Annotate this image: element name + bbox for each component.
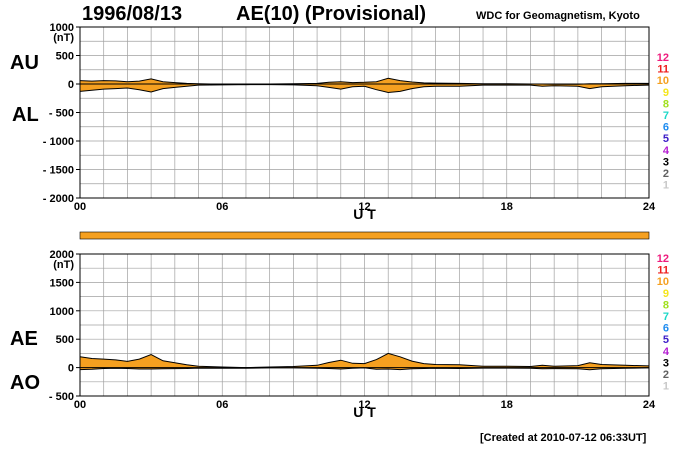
y-unit-label: (nT) xyxy=(53,259,74,271)
station-count-label: 9 xyxy=(663,87,669,99)
station-count-label: 6 xyxy=(663,323,669,335)
station-count-label: 10 xyxy=(657,75,669,87)
x-axis-title: U T xyxy=(353,206,376,222)
station-count-label: 11 xyxy=(657,265,669,277)
x-tick-label: 24 xyxy=(643,201,656,213)
x-tick-label: 12 xyxy=(358,201,370,213)
y-tick-label: 1500 xyxy=(50,277,74,289)
ae-label: AE xyxy=(10,328,38,350)
x-tick-label: 00 xyxy=(74,201,86,213)
station-count-label: 3 xyxy=(663,357,669,369)
station-count-label: 6 xyxy=(663,122,669,134)
station-count-label: 8 xyxy=(663,98,669,110)
series-line-ao xyxy=(79,367,650,371)
data-source: WDC for Geomagnetism, Kyoto xyxy=(476,10,640,22)
area-fill xyxy=(80,353,649,370)
y-tick-label: - 1000 xyxy=(43,136,74,148)
y-tick-label: 0 xyxy=(68,79,74,91)
station-count-label: 5 xyxy=(663,133,669,145)
plot-frame xyxy=(79,253,650,397)
y-tick-label: 500 xyxy=(56,334,74,346)
station-count-label: 7 xyxy=(663,110,669,122)
station-count-label: 1 xyxy=(663,381,669,393)
y-tick-label: - 1500 xyxy=(43,165,74,177)
station-count-label: 4 xyxy=(663,145,670,157)
y-unit-label: (nT) xyxy=(53,32,74,44)
x-axis-title: U T xyxy=(353,404,376,420)
station-count-label: 12 xyxy=(657,253,669,265)
x-tick-label: 12 xyxy=(358,399,370,411)
station-count-label: 7 xyxy=(663,311,669,323)
y-tick-label: - 500 xyxy=(49,108,74,120)
x-tick-label: 18 xyxy=(501,399,513,411)
station-count-label: 5 xyxy=(663,334,669,346)
y-tick-label: 1000 xyxy=(50,22,74,34)
y-tick-label: 0 xyxy=(68,363,74,375)
series-line-al xyxy=(79,84,650,94)
al-label: AL xyxy=(12,104,39,126)
au-label: AU xyxy=(10,52,39,74)
x-tick-label: 00 xyxy=(74,399,86,411)
station-count-label: 2 xyxy=(663,168,669,180)
chart-title: AE(10) (Provisional) xyxy=(236,3,427,25)
x-tick-label: 18 xyxy=(501,201,513,213)
x-tick-label: 06 xyxy=(216,201,228,213)
x-tick-label: 06 xyxy=(216,399,228,411)
station-count-label: 2 xyxy=(663,369,669,381)
station-count-label: 1 xyxy=(663,180,669,192)
station-count-label: 12 xyxy=(657,52,669,64)
panel-0: 1000 500 0 - 500 - 1000 - 1500 - 2000 (nT) 00 06 1… xyxy=(43,22,670,222)
station-count-label: 8 xyxy=(663,299,669,311)
y-tick-label: 1000 xyxy=(50,306,74,318)
chart-date: 1996/08/13 xyxy=(82,3,183,25)
series-line-ae xyxy=(79,352,650,369)
station-coverage-bar xyxy=(79,231,650,240)
area-fill xyxy=(80,78,649,93)
y-tick-label: - 2000 xyxy=(43,193,74,205)
station-count-label: 10 xyxy=(657,276,669,288)
station-count-label: 4 xyxy=(663,346,670,358)
station-count-label: 3 xyxy=(663,156,669,168)
y-tick-label: 2000 xyxy=(50,249,74,261)
station-count-label: 11 xyxy=(657,64,669,76)
created-timestamp: [Created at 2010-07-12 06:33UT] xyxy=(480,432,647,444)
x-tick-label: 24 xyxy=(643,399,656,411)
y-tick-label: 500 xyxy=(56,51,74,63)
ao-label: AO xyxy=(10,372,40,394)
station-count-label: 9 xyxy=(663,288,669,300)
y-tick-label: - 500 xyxy=(49,391,74,403)
